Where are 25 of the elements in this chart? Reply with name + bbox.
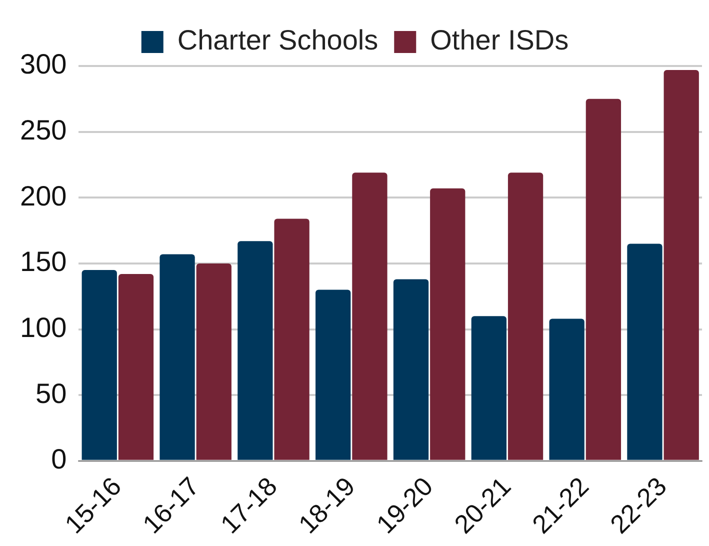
y-tick-label: 200: [20, 180, 67, 212]
bar: [393, 279, 429, 460]
bar: [586, 98, 622, 460]
bar: [196, 263, 232, 460]
bar: [471, 316, 506, 460]
bar: [238, 241, 273, 460]
bar: [160, 254, 195, 460]
y-tick-label: 150: [20, 246, 67, 278]
y-tick-label: 0: [51, 444, 67, 475]
bar: [274, 218, 310, 460]
bar: [508, 172, 544, 460]
bar: [352, 172, 388, 460]
legend-label: Charter Schools: [177, 24, 378, 56]
y-tick-label: 100: [20, 312, 67, 343]
bar: [549, 318, 584, 460]
bar: [430, 188, 466, 460]
y-tick-label: 300: [20, 48, 67, 80]
bar: [82, 270, 117, 460]
bar: [664, 70, 699, 460]
y-tick-label: 250: [20, 114, 67, 146]
legend-label: Other ISDs: [430, 24, 569, 56]
bar: [627, 244, 662, 460]
y-tick-label: 50: [36, 378, 67, 409]
bar: [316, 290, 351, 460]
bar: [118, 274, 154, 460]
